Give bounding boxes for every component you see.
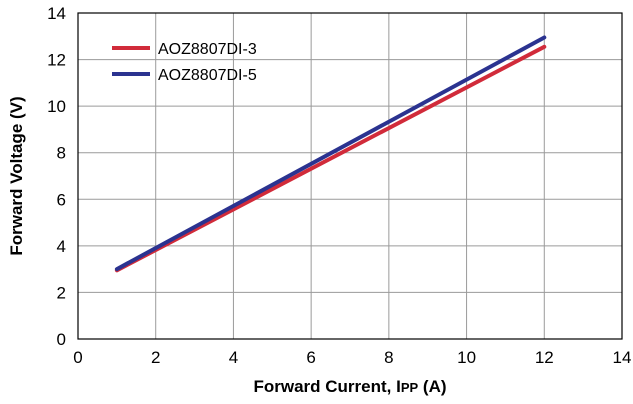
x-axis-ticks: 0 2 4 6 8 10 12 14 (73, 348, 631, 367)
y-tick-label-2: 4 (57, 237, 66, 256)
x-axis-title-main: Forward Current, I (253, 377, 400, 396)
y-tick-label-4: 8 (57, 144, 66, 163)
y-tick-label-7: 14 (47, 4, 66, 23)
y-tick-label-5: 10 (47, 97, 66, 116)
series-line-1 (114, 35, 547, 272)
legend-label-1: AOZ8807DI-5 (158, 67, 257, 84)
y-tick-label-0: 0 (57, 330, 66, 349)
y-tick-label-1: 2 (57, 283, 66, 302)
legend: AOZ8807DI-3 AOZ8807DI-5 (112, 41, 257, 84)
y-axis-title: Forward Voltage (V) (7, 96, 26, 255)
x-tick-label-5: 10 (457, 348, 476, 367)
x-tick-label-3: 6 (306, 348, 315, 367)
x-tick-label-4: 8 (384, 348, 393, 367)
x-tick-label-1: 2 (151, 348, 160, 367)
series-lines (114, 35, 547, 273)
x-tick-label-6: 12 (535, 348, 554, 367)
grid-lines (77, 12, 623, 340)
legend-label-0: AOZ8807DI-3 (158, 41, 257, 58)
y-tick-label-6: 12 (47, 51, 66, 70)
x-tick-label-7: 14 (613, 348, 632, 367)
x-axis-title-subscript: PP (401, 380, 419, 395)
x-tick-label-0: 0 (73, 348, 82, 367)
y-tick-label-3: 6 (57, 190, 66, 209)
series-line-0 (114, 44, 547, 273)
x-axis-title: Forward Current, IPP (A) (253, 377, 446, 396)
y-axis-ticks: 0 2 4 6 8 10 12 14 (47, 4, 66, 349)
x-tick-label-2: 4 (229, 348, 238, 367)
x-axis-title-unit: (A) (418, 377, 446, 396)
plot-frame (77, 12, 623, 340)
